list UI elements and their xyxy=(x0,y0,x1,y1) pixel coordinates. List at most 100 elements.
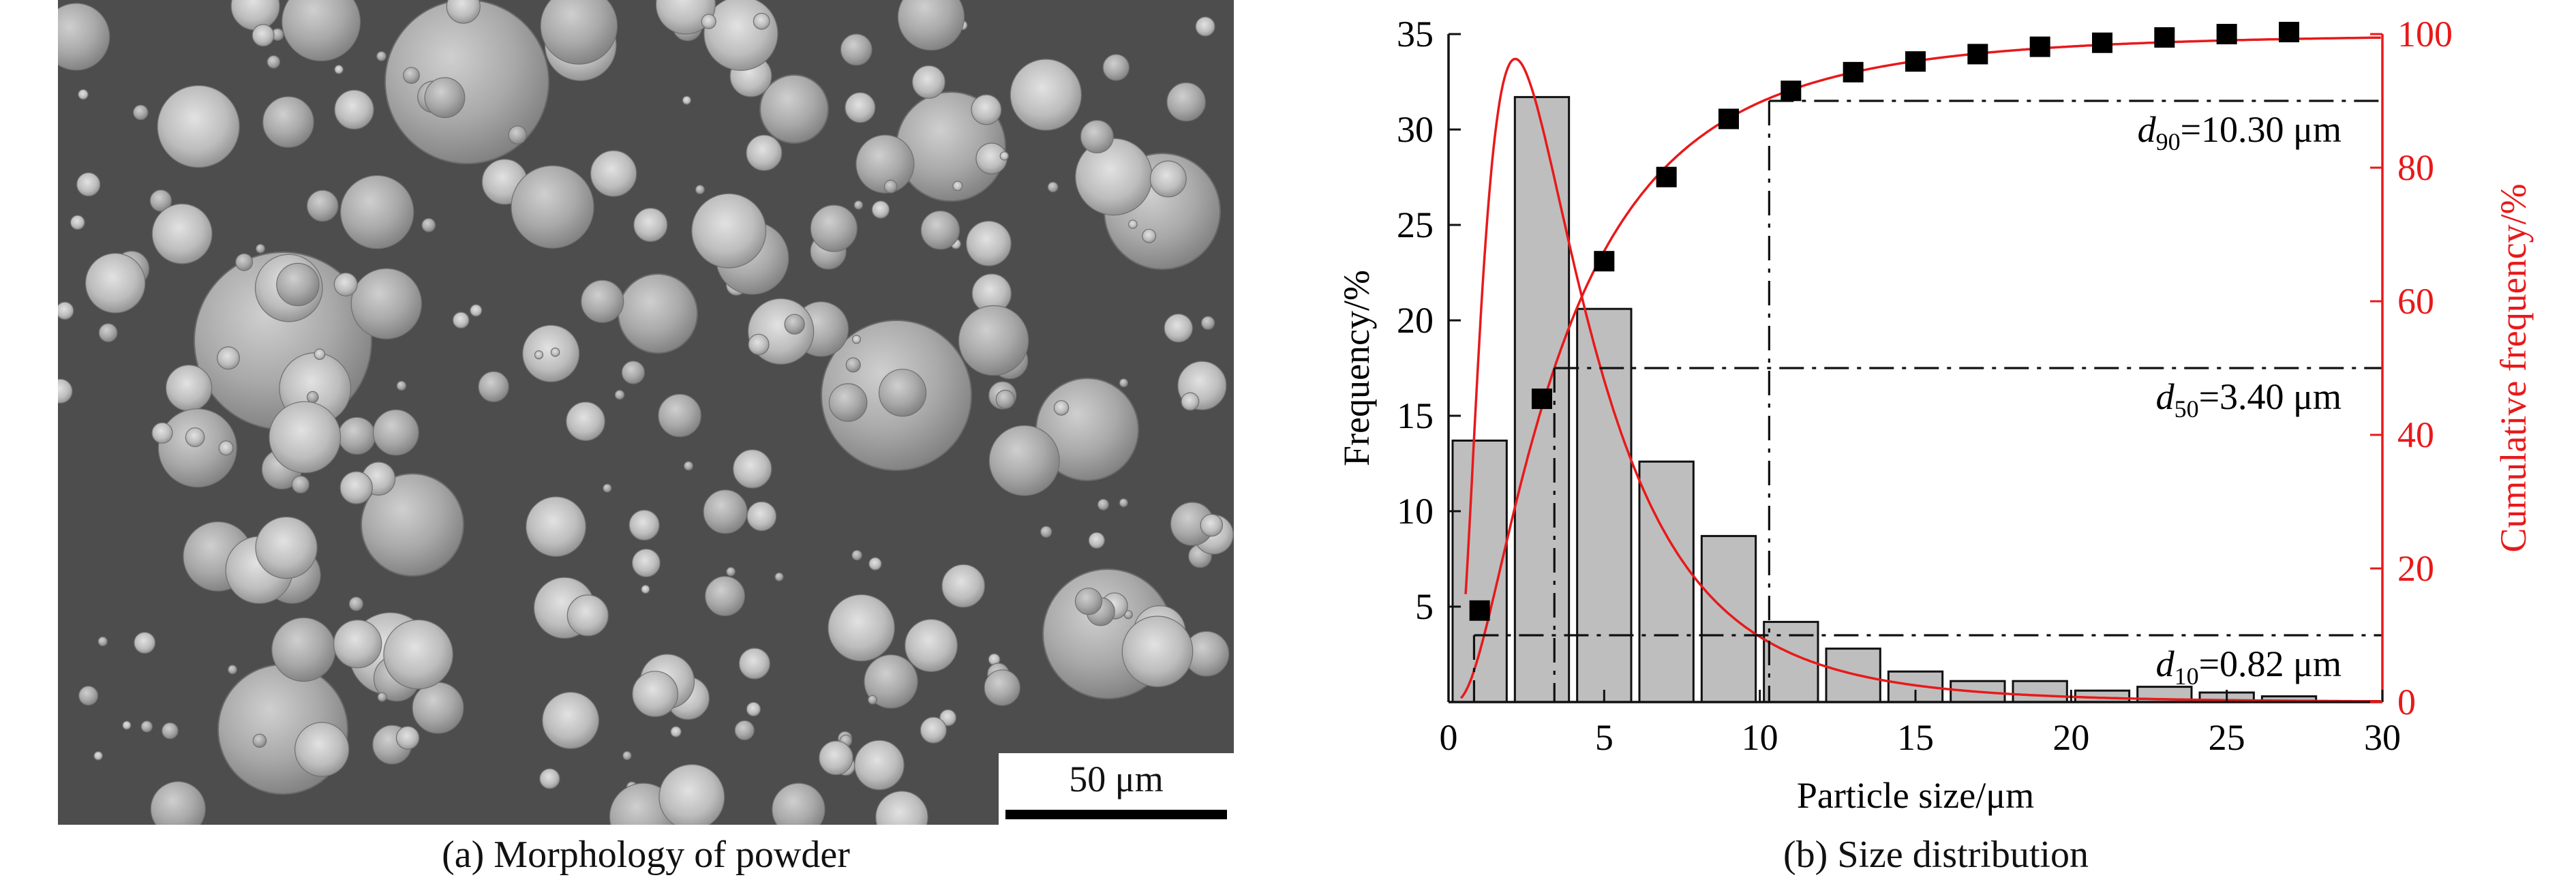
powder-particle xyxy=(941,564,986,608)
powder-particle xyxy=(883,179,898,194)
powder-particle xyxy=(828,383,868,422)
y2-tick-label: 20 xyxy=(2397,548,2434,589)
cumulative-point xyxy=(1532,389,1552,410)
powder-particle xyxy=(658,764,725,825)
powder-particle xyxy=(988,425,1060,496)
powder-particle xyxy=(122,720,132,730)
cumulative-point xyxy=(1843,61,1864,82)
guide-lines xyxy=(1472,100,2382,702)
annotation-d90: d90=10.30 μm xyxy=(2138,109,2342,155)
y-axis-label: Frequency/% xyxy=(1336,270,1377,466)
powder-particle xyxy=(157,85,240,168)
powder-particle xyxy=(878,369,927,417)
powder-particle-large xyxy=(361,473,464,577)
y-tick-label: 5 xyxy=(1415,586,1434,627)
powder-particle xyxy=(478,371,509,403)
annotation-d10: d10=0.82 μm xyxy=(2156,643,2342,690)
powder-particle xyxy=(58,378,73,404)
powder-particle xyxy=(1200,316,1215,330)
powder-particle xyxy=(703,489,748,534)
powder-particle xyxy=(774,572,784,581)
cumulative-point xyxy=(2216,24,2237,44)
powder-particle xyxy=(746,134,783,171)
powder-particle xyxy=(726,566,736,577)
powder-particle xyxy=(396,380,407,391)
powder-particle xyxy=(1097,498,1109,511)
powder-particle xyxy=(633,207,668,242)
powder-particle xyxy=(840,33,873,66)
powder-particle xyxy=(867,695,877,705)
powder-particle xyxy=(291,475,309,493)
powder-particle xyxy=(614,389,625,400)
sem-morphology-image: 50 μm xyxy=(58,0,1234,825)
powder-particle xyxy=(452,311,470,329)
powder-particle xyxy=(590,150,637,197)
powder-particle xyxy=(1195,16,1215,37)
powder-particle xyxy=(151,422,173,444)
y2-tick-label: 60 xyxy=(2397,281,2434,322)
powder-particle xyxy=(920,716,947,744)
powder-particle xyxy=(162,722,179,740)
powder-particle xyxy=(1119,378,1129,388)
powder-particle xyxy=(151,203,213,264)
x-tick-label: 25 xyxy=(2209,717,2245,758)
powder-particle xyxy=(157,408,237,488)
powder-particle xyxy=(262,96,314,148)
x-axis-label: Particle size/μm xyxy=(1797,775,2034,816)
y-tick-label: 20 xyxy=(1397,300,1434,341)
scale-bar-line xyxy=(1005,810,1227,819)
powder-particle xyxy=(748,333,770,355)
powder-particle xyxy=(306,189,339,222)
powder-particle xyxy=(810,204,858,252)
frequency-bar xyxy=(2012,680,2068,703)
powder-particle xyxy=(828,594,895,662)
x-tick-label: 10 xyxy=(1742,717,1778,758)
powder-particle xyxy=(704,575,745,616)
powder-particle xyxy=(622,750,632,761)
powder-particle xyxy=(984,669,1020,706)
powder-particle xyxy=(256,243,266,254)
powder-particle xyxy=(314,348,326,360)
powder-particle xyxy=(658,393,701,438)
powder-particle xyxy=(855,134,915,194)
powder-particle xyxy=(150,781,206,825)
powder-particle xyxy=(897,0,965,51)
y2-tick-label: 100 xyxy=(2397,14,2453,55)
powder-particle xyxy=(282,0,361,61)
powder-particle xyxy=(267,55,281,69)
powder-particle xyxy=(228,665,238,675)
powder-particle xyxy=(1040,526,1052,538)
powder-particle xyxy=(339,471,373,504)
powder-particle xyxy=(348,596,363,611)
y-tick-label: 15 xyxy=(1397,395,1434,436)
powder-particle xyxy=(334,65,344,74)
powder-particle xyxy=(1102,54,1130,81)
powder-particle xyxy=(845,92,876,123)
powder-particle xyxy=(851,335,862,344)
powder-particle xyxy=(1047,181,1059,193)
powder-particle xyxy=(683,461,693,471)
powder-particle xyxy=(395,726,420,750)
powder-particle xyxy=(971,94,1002,125)
powder-particle xyxy=(1142,228,1157,243)
powder-particle xyxy=(1181,392,1200,411)
powder-particle xyxy=(85,252,146,314)
powder-particle xyxy=(746,701,761,717)
y2-tick-label: 40 xyxy=(2397,414,2434,455)
powder-particle xyxy=(333,620,382,669)
powder-particle xyxy=(446,0,481,24)
powder-particle xyxy=(340,174,414,249)
y-tick-label: 25 xyxy=(1397,204,1434,245)
cumulative-point xyxy=(1656,166,1677,187)
powder-particle xyxy=(1121,615,1194,688)
cumulative-point xyxy=(2154,27,2175,48)
powder-particle xyxy=(965,220,1012,267)
powder-particle xyxy=(1166,82,1206,122)
powder-particle xyxy=(58,301,74,320)
powder-particle xyxy=(695,185,705,195)
powder-particle xyxy=(952,181,963,192)
powder-particle xyxy=(550,347,560,357)
powder-particle xyxy=(851,549,862,561)
cumulative-point xyxy=(1781,80,1802,102)
